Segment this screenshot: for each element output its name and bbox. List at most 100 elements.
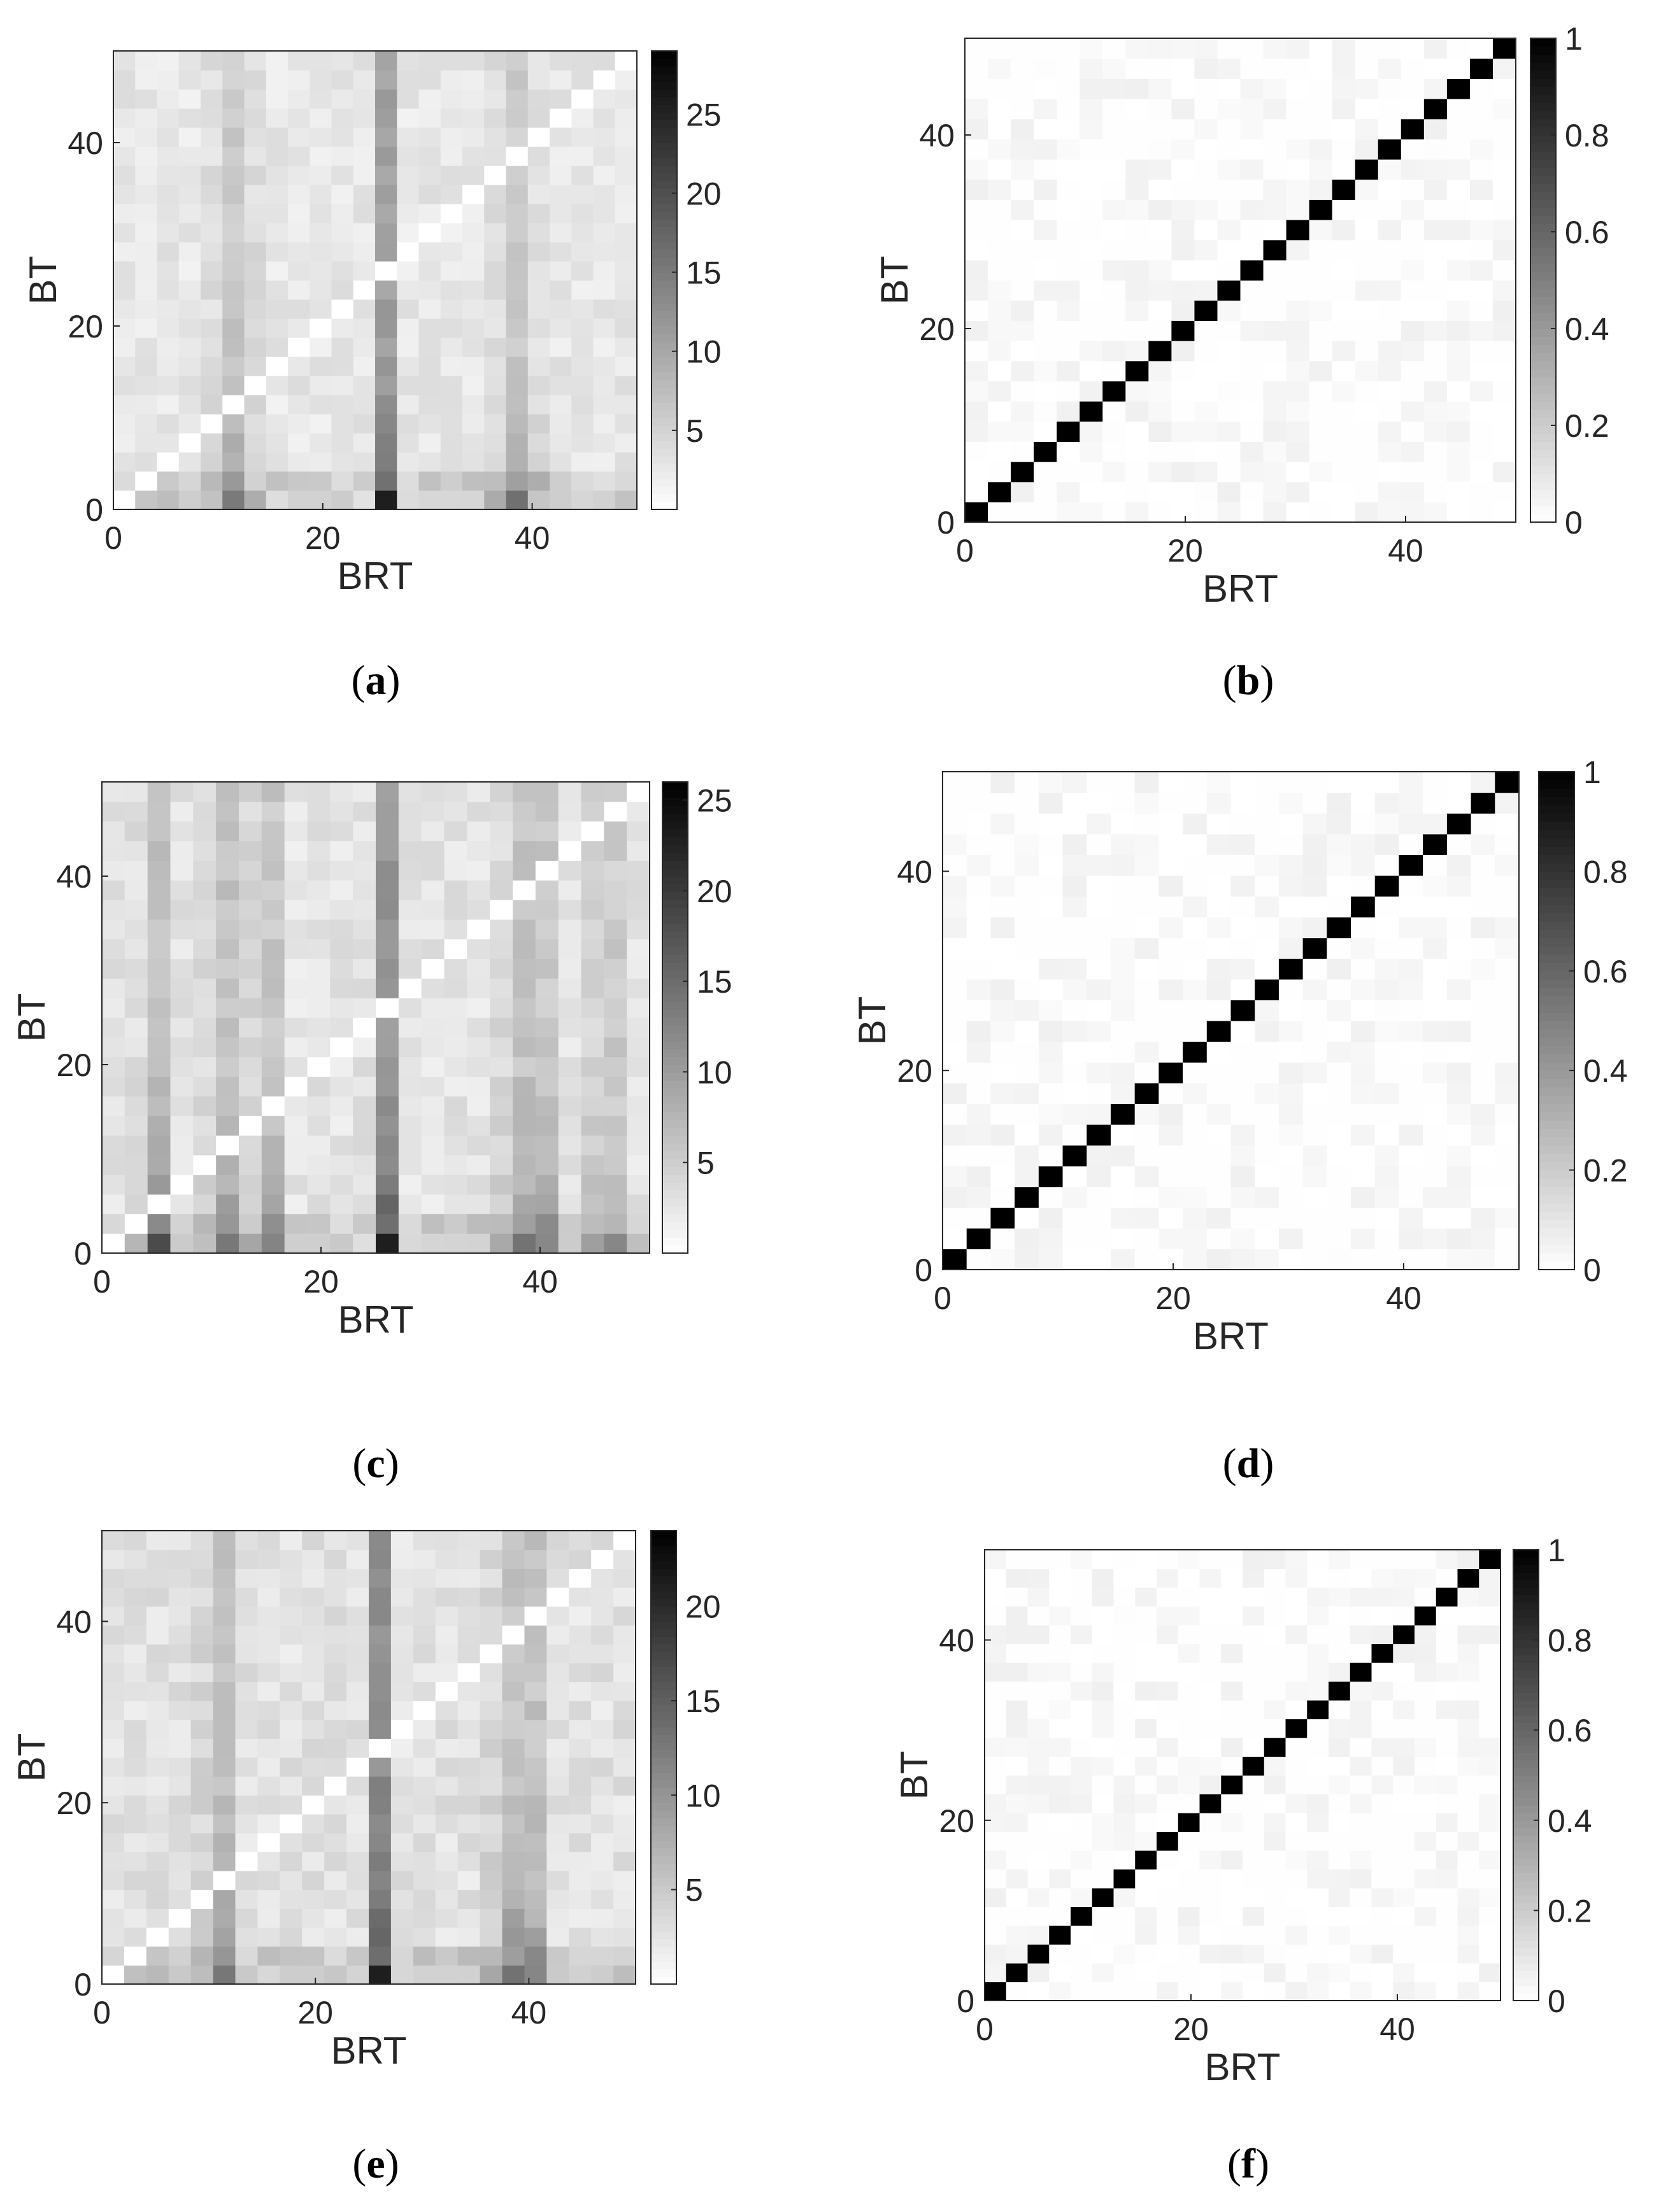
heatmap-cell [178, 185, 201, 204]
colorbar-step [1530, 377, 1556, 386]
heatmap-cell [988, 179, 1011, 200]
colorbar-step [1530, 223, 1556, 232]
heatmap-cell [1302, 1124, 1327, 1146]
heatmap-cell [1399, 1041, 1423, 1063]
heatmap-cell [1436, 1794, 1458, 1813]
heatmap-cell [1264, 1568, 1287, 1588]
heatmap-cell [398, 1233, 422, 1254]
heatmap-cell [1332, 239, 1356, 260]
heatmap-cell [390, 1833, 414, 1852]
heatmap-cell [627, 860, 650, 881]
heatmap-cell [1183, 896, 1208, 918]
heatmap-cell [524, 1663, 547, 1682]
heatmap-cell [1230, 1000, 1255, 1021]
heatmap-cell [990, 1021, 1015, 1042]
heatmap-cell [943, 1228, 967, 1250]
heatmap-cell [550, 471, 572, 491]
heatmap-cell [1183, 1124, 1208, 1146]
colorbar-step [662, 1033, 688, 1042]
heatmap-cell [201, 261, 223, 281]
heatmap-cell [1134, 896, 1159, 918]
colorbar-step [1539, 1170, 1574, 1179]
heatmap-cell [581, 1214, 604, 1234]
heatmap-cell [1038, 875, 1064, 897]
colorbar-step [1513, 1782, 1539, 1791]
heatmap-cell [102, 978, 125, 998]
heatmap-cell [124, 1214, 148, 1234]
heatmap-cell [302, 1682, 325, 1701]
heatmap-cell [1194, 280, 1218, 301]
heatmap-cell [1307, 1925, 1329, 1945]
heatmap-cell [506, 318, 529, 338]
y-tick-label: 40 [56, 1604, 92, 1640]
heatmap-cell [965, 280, 988, 301]
heatmap-cell [1125, 502, 1149, 523]
heatmap-cell [444, 1076, 467, 1096]
x-tick-label: 0 [93, 1264, 111, 1300]
heatmap-cell [444, 998, 467, 1018]
heatmap-cell [390, 1965, 414, 1985]
colorbar-step [651, 1629, 676, 1637]
heatmap-cell [1263, 99, 1287, 120]
colorbar-step [1539, 1120, 1574, 1130]
heatmap-cell [480, 1927, 503, 1947]
heatmap-cell [1278, 1103, 1304, 1125]
heatmap-cell [1194, 220, 1218, 241]
heatmap-cell [1495, 833, 1520, 855]
heatmap-cell [1350, 1756, 1372, 1776]
heatmap-cell [1492, 199, 1516, 220]
heatmap-cell [1423, 1082, 1448, 1104]
heatmap-cell [1495, 1228, 1520, 1250]
heatmap-cell [280, 1814, 303, 1834]
heatmap-cell [1329, 1756, 1351, 1776]
heatmap-cell [1038, 813, 1064, 835]
heatmap-cell [307, 1116, 331, 1136]
heatmap-cell [1102, 381, 1126, 402]
heatmap-cell [604, 821, 627, 842]
colorbar-step [662, 907, 688, 916]
heatmap-cell [1221, 1568, 1243, 1588]
heatmap-cell [418, 376, 441, 395]
heatmap-cell [369, 1682, 392, 1701]
heatmap-cell [1217, 199, 1241, 220]
heatmap-cell [1148, 179, 1172, 200]
heatmap-cell [307, 900, 331, 920]
heatmap-cell [201, 223, 223, 243]
colorbar-step [662, 1056, 688, 1065]
heatmap-cell [990, 917, 1015, 939]
heatmap-cell [1278, 917, 1304, 939]
heatmap-cell [604, 1116, 627, 1136]
heatmap-cell [239, 860, 262, 881]
heatmap-cell [307, 1174, 331, 1195]
heatmap-cell [1371, 1982, 1394, 2001]
heatmap-cell [310, 337, 332, 357]
heatmap-cell [1194, 78, 1218, 99]
heatmap-cell [135, 318, 158, 338]
heatmap-cell [1087, 1103, 1111, 1125]
heatmap-cell [1399, 1000, 1423, 1021]
heatmap-cell [213, 1965, 236, 1985]
heatmap-cell [1171, 139, 1195, 160]
colorbar-frame [662, 781, 688, 1254]
heatmap-cell [1351, 1228, 1376, 1250]
heatmap-cell [1436, 1681, 1458, 1701]
heatmap-cell [1027, 1794, 1050, 1813]
heatmap-cell [1102, 320, 1126, 341]
colorbar-step [651, 1538, 676, 1547]
colorbar-step [1513, 1940, 1539, 1948]
heatmap-cell [369, 1871, 392, 1890]
heatmap-cell [1057, 381, 1080, 402]
colorbar-step [1539, 1137, 1574, 1146]
heatmap-cell [1278, 1186, 1304, 1208]
heatmap-cell [113, 280, 136, 300]
heatmap-cell [1446, 78, 1471, 99]
heatmap-cell [558, 1116, 582, 1136]
heatmap-cell [1243, 1568, 1265, 1588]
heatmap-cell [513, 880, 536, 900]
heatmap-cell [284, 840, 308, 861]
heatmap-cell [239, 1096, 262, 1116]
heatmap-cell [569, 1871, 592, 1890]
heatmap-cell [1087, 1249, 1111, 1270]
heatmap-cell [257, 1701, 280, 1720]
colorbar-step [651, 1613, 676, 1622]
